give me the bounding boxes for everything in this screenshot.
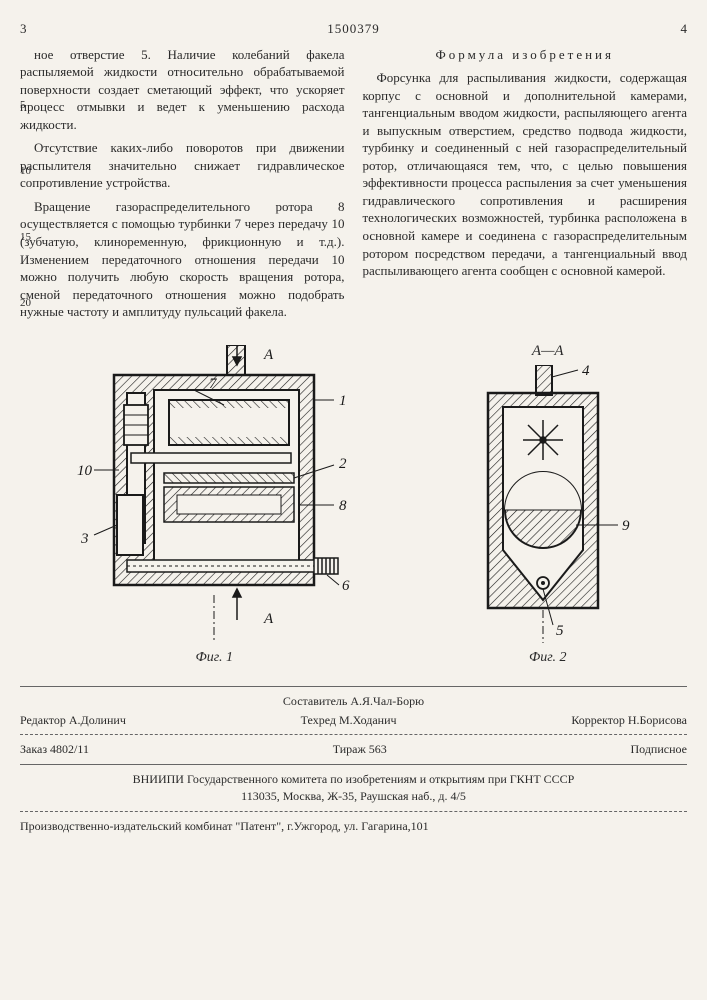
figure-1: A A 7 1 2 8 10 3 6 Фиг. 1: [69, 345, 359, 668]
editor: Редактор А.Долинич: [20, 712, 126, 729]
compiler-line: Составитель А.Я.Чал-Борю: [20, 693, 687, 710]
fig1-label-A-bot: A: [263, 611, 274, 627]
address-line: 113035, Москва, Ж-35, Раушская наб., д. …: [20, 788, 687, 805]
fig1-label-6: 6: [342, 578, 350, 594]
figures-row: A A 7 1 2 8 10 3 6 Фиг. 1 A—A: [20, 341, 687, 668]
line-num-5: 5: [20, 98, 26, 113]
fig1-label-2: 2: [339, 456, 347, 472]
editor-row: Редактор А.Долинич Техред М.Ходанич Корр…: [20, 712, 687, 729]
tirage: Тираж 563: [333, 741, 387, 758]
corrector: Корректор Н.Борисова: [571, 712, 687, 729]
footer-block: Составитель А.Я.Чал-Борю Редактор А.Доли…: [20, 693, 687, 835]
separator-dash-2: [20, 811, 687, 812]
right-column: Формула изобретения Форсунка для распыли…: [363, 46, 688, 327]
fig1-label-10: 10: [77, 463, 93, 479]
page-num-left: 3: [20, 20, 240, 38]
org-line: ВНИИПИ Государственного комитета по изоб…: [20, 771, 687, 788]
line-num-10: 10: [20, 164, 31, 179]
text-columns: ное отверстие 5. Наличие колебаний факел…: [20, 46, 687, 327]
fig1-label-1: 1: [339, 393, 347, 409]
publisher-line: Производственно-издательский комбинат "П…: [20, 818, 687, 835]
separator-1: [20, 686, 687, 687]
fig1-label-A-top: A: [263, 347, 274, 363]
techred: Техред М.Ходанич: [301, 712, 397, 729]
sign: Подписное: [631, 741, 688, 758]
para-2: Отсутствие каких-либо поворотов при движ…: [20, 139, 345, 192]
fig2-caption: Фиг. 2: [458, 649, 638, 668]
para-3: Вращение газораспределительного ротора 8…: [20, 198, 345, 321]
fig1-svg: A A 7 1 2 8 10 3 6: [69, 345, 359, 645]
patent-number: 1500379: [243, 20, 463, 38]
fig1-caption: Фиг. 1: [69, 649, 359, 668]
page-header: 3 1500379 4: [20, 20, 687, 38]
fig1-label-3: 3: [80, 531, 89, 547]
page-num-right: 4: [467, 20, 687, 38]
separator-2: [20, 764, 687, 765]
line-num-20: 20: [20, 296, 31, 311]
fig2-label-5: 5: [556, 623, 564, 639]
line-num-15: 15: [20, 230, 31, 245]
left-column: ное отверстие 5. Наличие колебаний факел…: [20, 46, 345, 327]
figure-2: A—A: [458, 341, 638, 668]
fig2-label-4: 4: [582, 365, 590, 379]
fig2-svg: 4 9 5: [458, 365, 638, 645]
formula-title: Формула изобретения: [363, 46, 688, 64]
fig1-label-8: 8: [339, 498, 347, 514]
fig2-section-label: A—A: [458, 341, 638, 361]
separator-dash: [20, 734, 687, 735]
order-row: Заказ 4802/11 Тираж 563 Подписное: [20, 741, 687, 758]
claim-text: Форсунка для распыливания жидкости, соде…: [363, 69, 688, 280]
para-1: ное отверстие 5. Наличие колебаний факел…: [20, 46, 345, 134]
order: Заказ 4802/11: [20, 741, 89, 758]
fig2-label-9: 9: [622, 518, 630, 534]
